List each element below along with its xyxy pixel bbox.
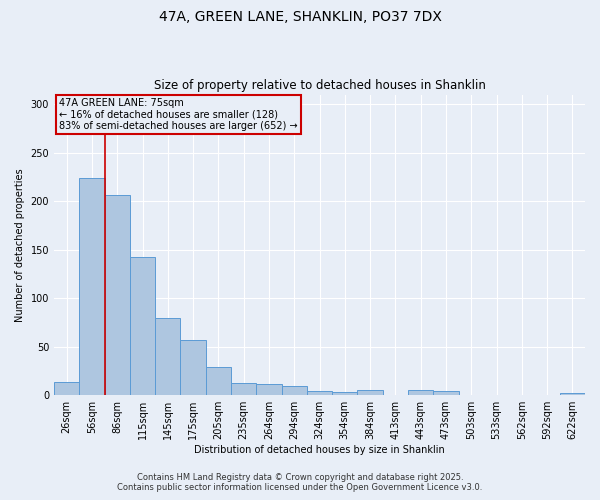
Bar bbox=[332, 392, 358, 395]
Y-axis label: Number of detached properties: Number of detached properties bbox=[15, 168, 25, 322]
Bar bbox=[104, 196, 130, 395]
Bar bbox=[358, 390, 383, 395]
X-axis label: Distribution of detached houses by size in Shanklin: Distribution of detached houses by size … bbox=[194, 445, 445, 455]
Bar bbox=[408, 390, 433, 395]
Bar bbox=[307, 392, 332, 395]
Bar bbox=[79, 178, 104, 395]
Bar bbox=[181, 340, 206, 395]
Bar bbox=[281, 386, 307, 395]
Text: 47A GREEN LANE: 75sqm
← 16% of detached houses are smaller (128)
83% of semi-det: 47A GREEN LANE: 75sqm ← 16% of detached … bbox=[59, 98, 298, 131]
Bar bbox=[130, 258, 155, 395]
Text: 47A, GREEN LANE, SHANKLIN, PO37 7DX: 47A, GREEN LANE, SHANKLIN, PO37 7DX bbox=[158, 10, 442, 24]
Bar bbox=[54, 382, 79, 395]
Bar bbox=[206, 367, 231, 395]
Text: Contains HM Land Registry data © Crown copyright and database right 2025.
Contai: Contains HM Land Registry data © Crown c… bbox=[118, 473, 482, 492]
Bar bbox=[155, 318, 181, 395]
Bar bbox=[433, 392, 458, 395]
Bar bbox=[231, 382, 256, 395]
Bar bbox=[560, 394, 585, 395]
Bar bbox=[256, 384, 281, 395]
Title: Size of property relative to detached houses in Shanklin: Size of property relative to detached ho… bbox=[154, 79, 485, 92]
